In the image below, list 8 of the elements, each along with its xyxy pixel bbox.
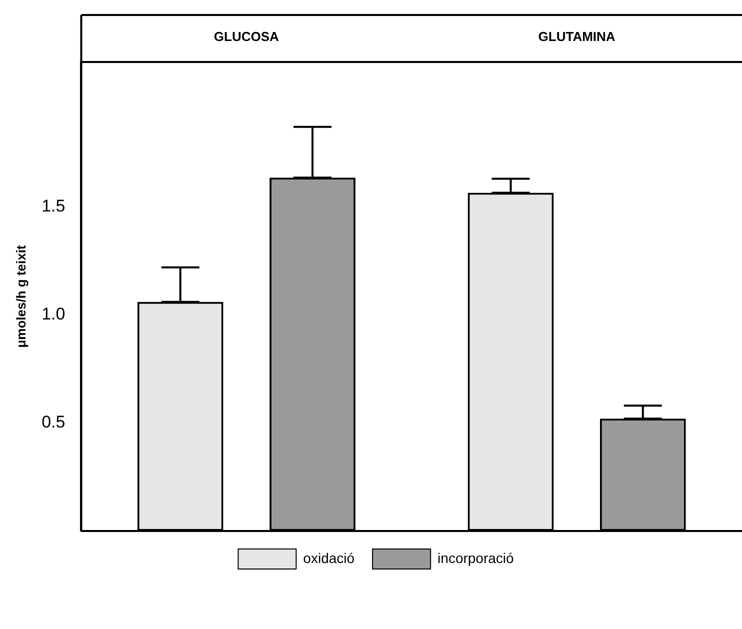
y-tick-label: 1.0 bbox=[42, 304, 66, 324]
x-tick-label: GLUTAMINA bbox=[538, 28, 616, 44]
y-tick-label: 0.5 bbox=[42, 412, 66, 432]
legend-label: incorporació bbox=[438, 550, 514, 566]
y-tick-label: 1.5 bbox=[42, 196, 66, 216]
y-axis-title: μmoles/h g teixit bbox=[13, 244, 28, 348]
x-tick-label: GLUCOSA bbox=[214, 28, 280, 44]
legend-label: oxidació bbox=[303, 550, 355, 566]
